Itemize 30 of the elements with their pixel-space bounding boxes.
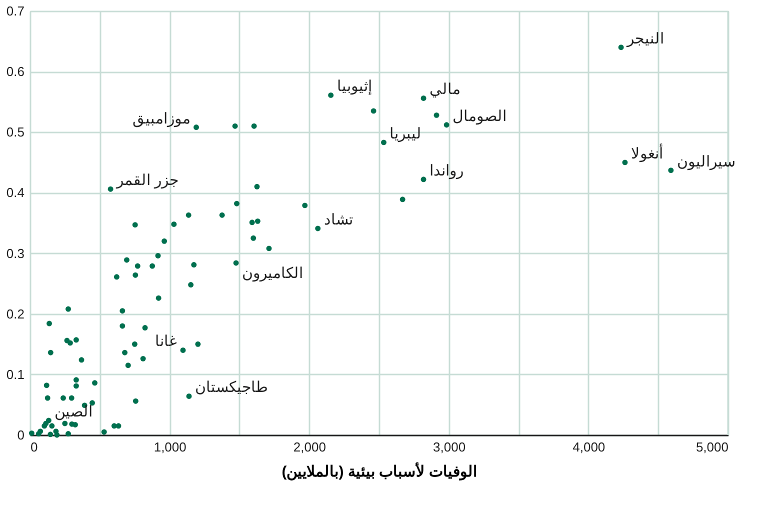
x-tick-label: 1,000	[154, 440, 186, 454]
annotation: موزامبيق	[132, 110, 190, 128]
annotation: مالي	[430, 81, 461, 98]
annotation: أنغولا	[630, 143, 663, 162]
y-tick-label: 0.3	[6, 246, 24, 261]
annotation: ليبريا	[390, 125, 422, 142]
y-tick-label: 0.7	[6, 4, 24, 18]
annotation: الكاميرون	[242, 264, 304, 282]
annotation: إثيوبيا	[336, 78, 372, 96]
annotation: الصين	[54, 403, 93, 420]
annotation: سيراليون	[676, 153, 736, 170]
annotation: طاجيكستان	[195, 379, 268, 396]
annotation: تشاد	[324, 211, 353, 228]
y-tick-label: 0.4	[6, 185, 24, 200]
x-axis-title: الوفيات لأسباب بيئية (بالملايين)	[282, 462, 478, 480]
annotation: جزر القمر	[116, 172, 179, 190]
y-tick-label: 0.2	[6, 306, 24, 322]
x-tick-label: 0	[30, 440, 38, 454]
x-tick-label: 4,000	[572, 440, 606, 454]
y-tick-label: 0.5	[6, 124, 24, 140]
x-tick-label: 3,000	[433, 440, 466, 454]
annotation: الصومال	[452, 108, 507, 125]
annotation: غانا	[155, 333, 177, 350]
annotation: النيجر	[626, 30, 664, 48]
x-tick-label: 2,000	[293, 440, 326, 454]
y-tick-label: 0	[17, 428, 24, 442]
annotation: رواندا	[430, 162, 464, 180]
y-tick-label: 0.1	[6, 366, 24, 382]
x-tick-label: 5,000	[696, 440, 728, 454]
y-tick-label: 0.6	[6, 64, 24, 80]
